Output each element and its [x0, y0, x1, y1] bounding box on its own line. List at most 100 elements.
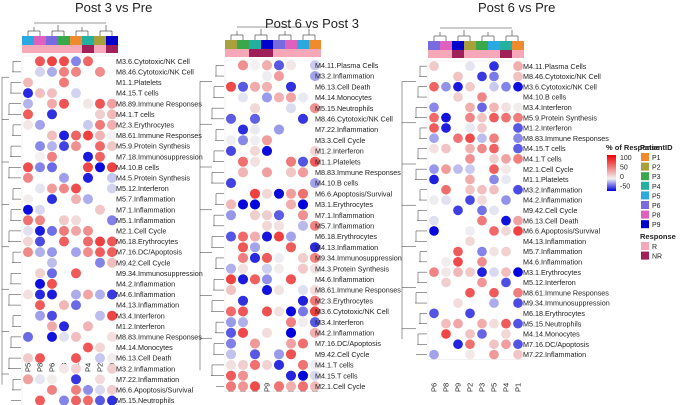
bubble-P2	[465, 195, 475, 205]
bubble-P1	[309, 370, 321, 381]
bubble-P2	[95, 130, 105, 141]
bubble-P8	[441, 123, 451, 133]
bubble-P3	[477, 277, 487, 288]
bubble-P2	[465, 81, 475, 92]
bubble-P1	[71, 141, 81, 152]
bubble-P2	[225, 274, 237, 285]
bubble-P6	[273, 92, 285, 103]
bubble-P6	[429, 164, 439, 174]
bubble-P3	[59, 130, 69, 141]
bubble-P1	[71, 88, 81, 99]
bubble-P2	[225, 81, 237, 92]
bubble-P1	[309, 252, 321, 263]
response-legend-label: R	[652, 244, 657, 251]
bubble-P5	[489, 267, 499, 277]
patient-legend-label: P4	[652, 184, 661, 191]
scale-tick-label: 100	[620, 155, 632, 162]
column-label-P5: P5	[24, 363, 33, 372]
bubble-P2	[95, 395, 105, 405]
bubble-P2	[465, 226, 475, 236]
bubble-P1	[309, 220, 321, 231]
row-label: M8.83.Immune Responses	[315, 168, 401, 177]
bubble-P8	[285, 103, 297, 114]
bubble-P2	[225, 359, 237, 371]
bubble-P6	[429, 267, 439, 277]
row-label: M4.15.T cells	[315, 371, 358, 380]
bubble-P3	[237, 135, 249, 146]
row-label: M5.1.Inflammation	[116, 216, 175, 225]
bubble-P6	[273, 252, 285, 263]
bubble-P5	[489, 287, 499, 298]
bubble-P3	[59, 56, 69, 67]
bubble-P8	[35, 151, 45, 162]
bubble-P3	[237, 306, 249, 317]
bubble-P6	[47, 162, 57, 173]
patient-annotation-P9	[261, 40, 273, 49]
bubble-P4	[83, 342, 93, 353]
bubble-P3	[59, 141, 69, 152]
bubble-P5	[297, 306, 309, 317]
bubble-P4	[501, 112, 511, 123]
bubble-P6	[429, 215, 439, 226]
bubble-P6	[47, 225, 57, 236]
response-annotation-R	[94, 45, 106, 53]
bubble-P1	[513, 318, 523, 329]
patient-annotation-P9	[106, 36, 118, 45]
bubble-P6	[47, 141, 57, 152]
bubble-P1	[513, 349, 523, 360]
bubble-P2	[465, 174, 475, 185]
bubble-P6	[429, 61, 439, 71]
bubble-P3	[237, 60, 249, 71]
row-label: M9.42.Cell Cycle	[315, 350, 369, 359]
bubble-P5	[23, 77, 33, 88]
bubble-P1	[513, 133, 523, 144]
patient-legend-swatch-P8	[641, 210, 649, 219]
bubble-P3	[237, 231, 249, 242]
response-annotation-R	[428, 50, 440, 58]
bubble-P8	[35, 56, 45, 67]
bubble-P3	[477, 257, 487, 267]
bubble-P6	[273, 381, 285, 392]
response-annotation-R	[46, 45, 58, 53]
bubble-P4	[501, 164, 511, 174]
bubble-P3	[237, 381, 249, 392]
bubble-P6	[47, 289, 57, 300]
response-annotation-R	[273, 49, 285, 57]
patient-legend-swatch-P1	[641, 153, 649, 161]
bubble-P5	[23, 215, 33, 226]
bubble-P3	[237, 167, 249, 178]
row-label: M3.4.Interferon	[523, 103, 572, 112]
row-label: M7.16.DC/Apoptosis	[315, 339, 381, 348]
bubble-P3	[237, 317, 249, 328]
bubble-P8	[35, 236, 45, 247]
bubble-P9	[453, 339, 463, 350]
bubble-P5	[297, 285, 309, 296]
bubble-P2	[225, 317, 237, 328]
grid-frame	[427, 60, 525, 360]
row-label: M4.6.Inflammation	[315, 275, 374, 284]
response-annotation-NR	[452, 50, 464, 58]
patient-annotation-P1	[70, 36, 82, 45]
row-label: M2.3.Erythrocytes	[116, 121, 174, 130]
bubble-P3	[59, 236, 69, 247]
bubble-P5	[489, 143, 499, 154]
bubble-P1	[71, 363, 81, 374]
bubble-P9	[107, 162, 117, 173]
bubble-P8	[441, 195, 451, 205]
bubble-P4	[83, 236, 93, 247]
patient-annotation-P2	[94, 36, 106, 45]
bubble-P2	[95, 247, 105, 258]
row-label: M4.1.T cells	[315, 361, 354, 370]
scale-tick-label: -50	[620, 184, 630, 191]
bubble-P2	[95, 98, 105, 109]
bubble-P6	[47, 151, 57, 162]
bubble-P9	[107, 215, 117, 226]
bubble-P9	[261, 285, 273, 296]
bubble-P8	[441, 267, 451, 277]
bubble-P3	[59, 172, 69, 183]
bubble-P5	[23, 119, 33, 130]
row-label: M5.7.Inflammation	[523, 247, 582, 256]
bubble-P6	[47, 268, 57, 279]
bubble-P5	[23, 172, 33, 183]
grid-frame	[224, 59, 322, 392]
